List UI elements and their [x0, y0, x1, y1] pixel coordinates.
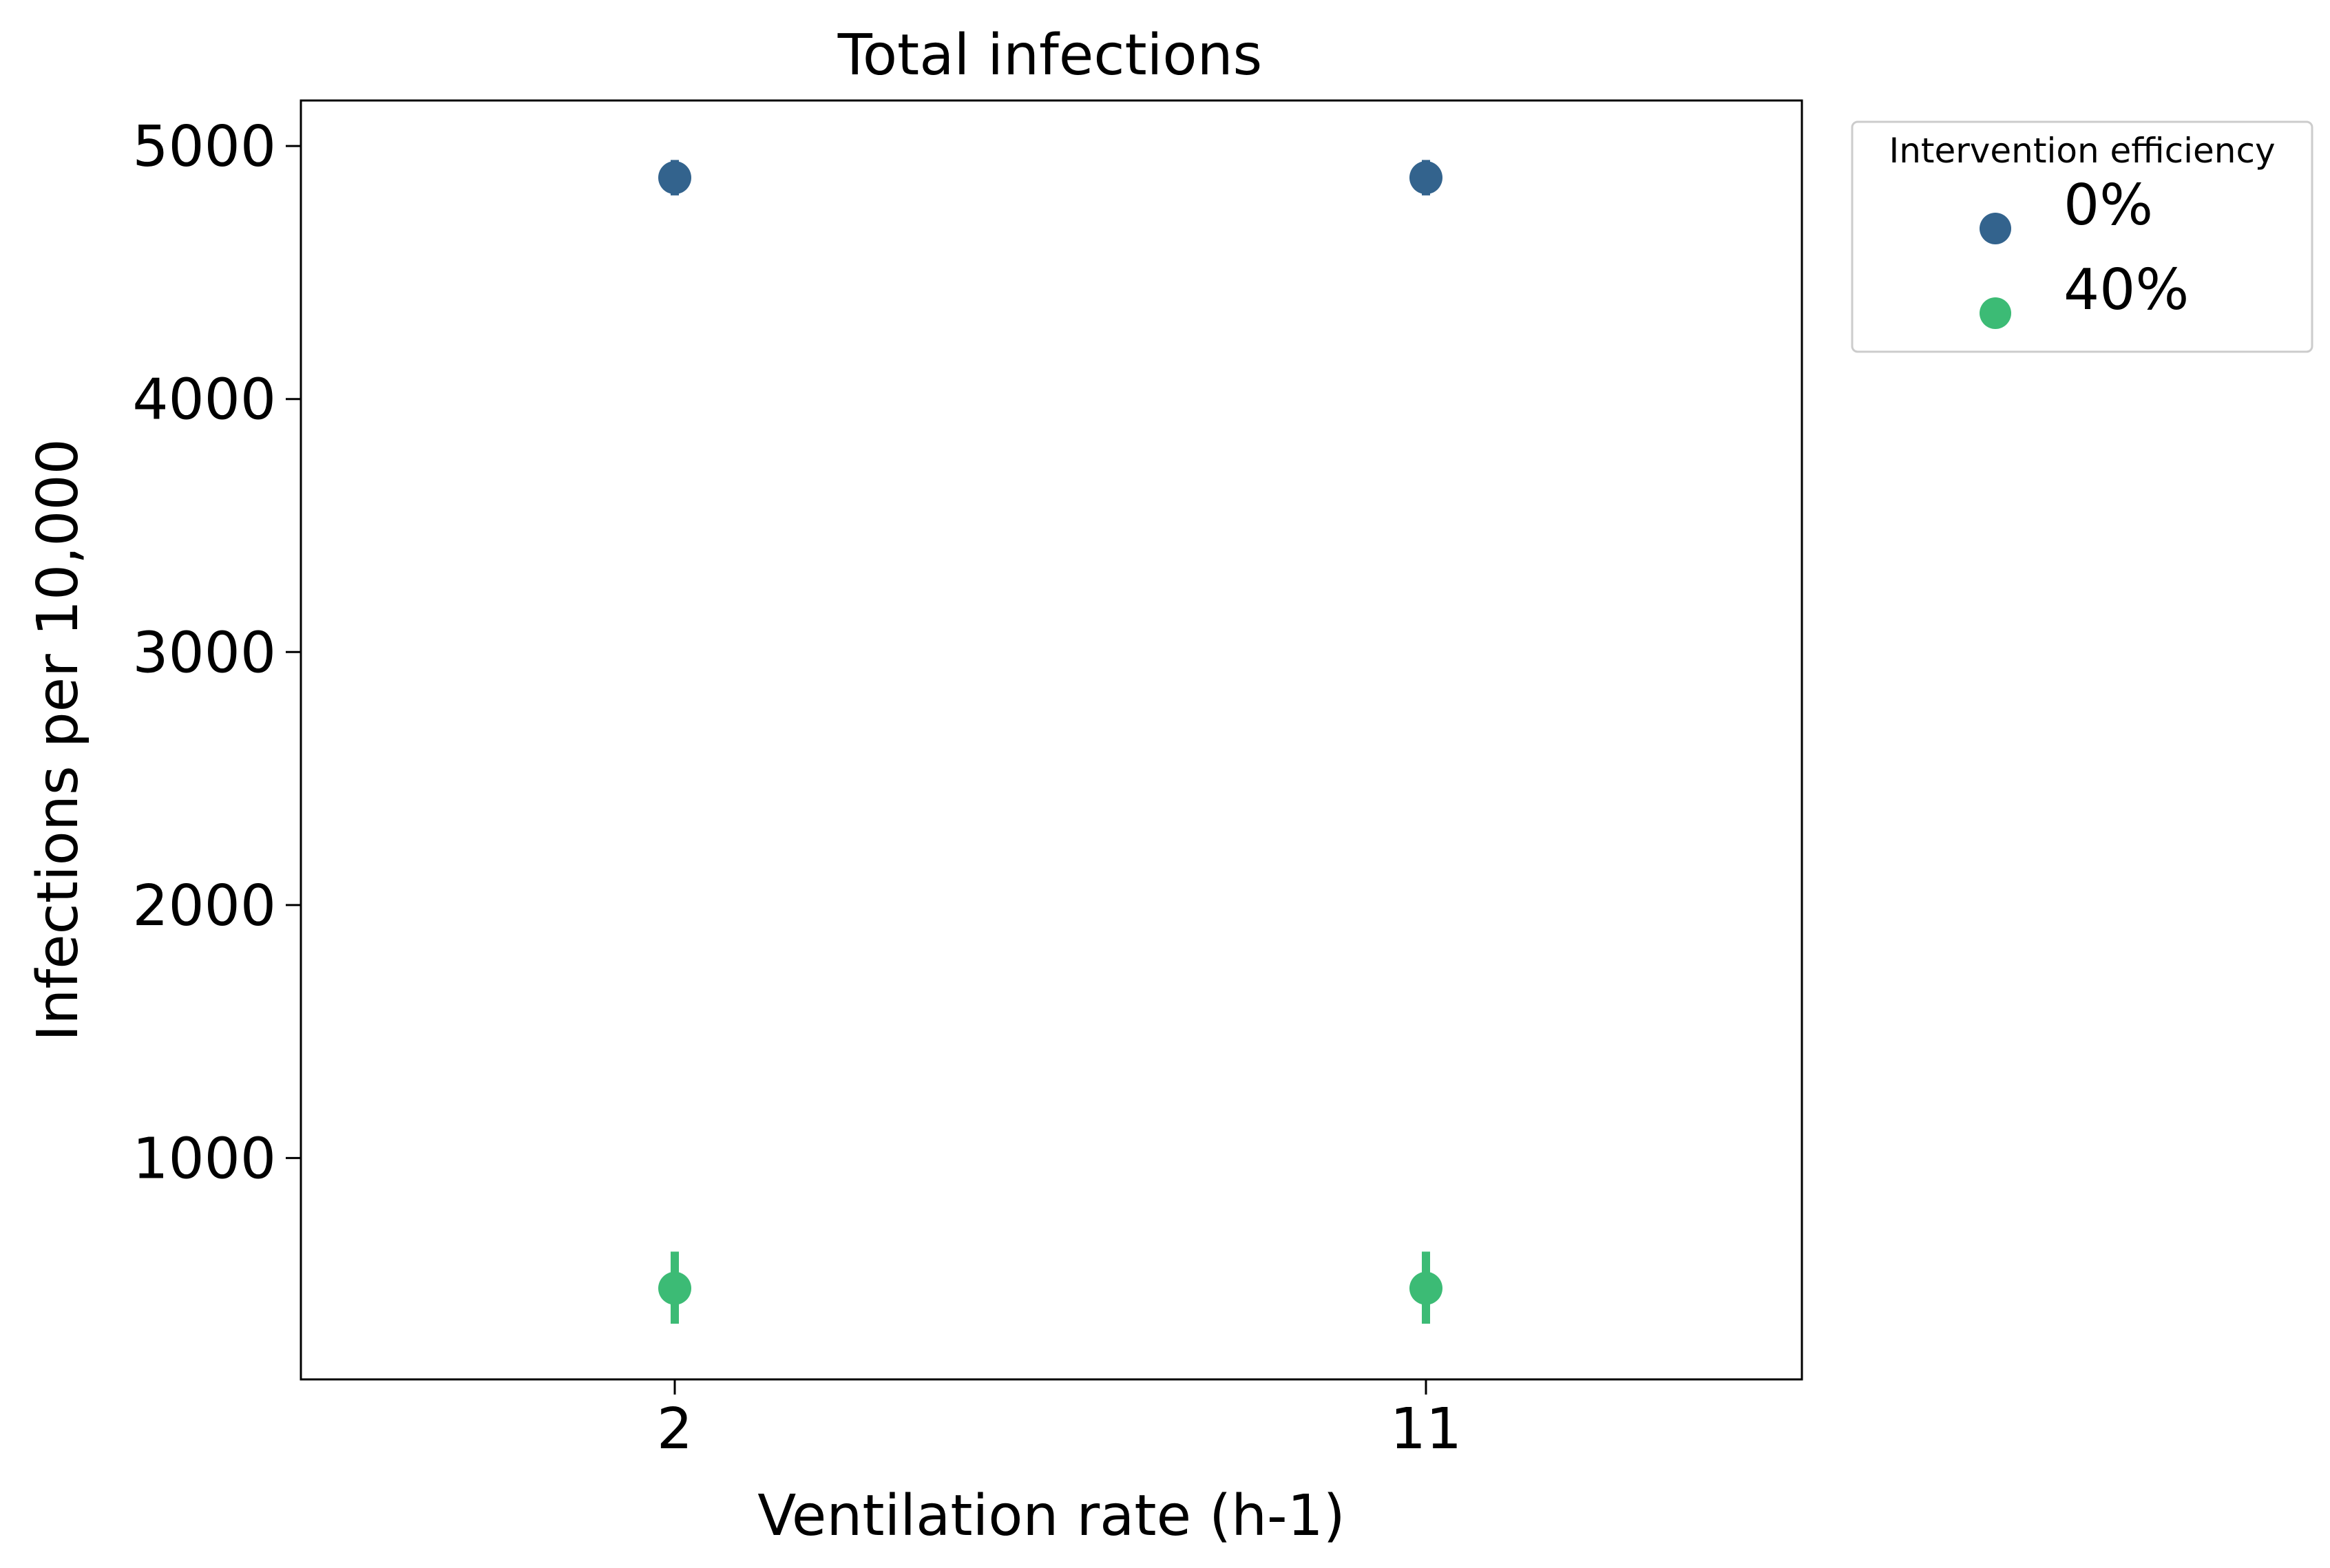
- y-tick-label: 1000: [132, 1126, 276, 1191]
- legend-label: 40%: [2064, 257, 2189, 323]
- data-point: [658, 161, 691, 195]
- y-tick-label: 4000: [132, 368, 276, 433]
- y-tick-label: 2000: [132, 873, 276, 939]
- legend: Intervention efficiency 0%40%: [1851, 120, 2313, 353]
- data-point: [1409, 1271, 1442, 1305]
- data-point: [658, 1271, 691, 1305]
- x-axis: 2 11: [657, 1379, 1462, 1462]
- x-axis-label: Ventilation rate (h-1): [757, 1483, 1345, 1549]
- y-axis: 1000 2000 3000 4000 5000: [132, 114, 301, 1191]
- chart-title: Total infections: [837, 23, 1263, 88]
- legend-label: 0%: [2064, 173, 2153, 238]
- plot-area-frame: [300, 99, 1803, 1381]
- y-tick-label: 3000: [132, 620, 276, 686]
- x-tick-label: 11: [1390, 1397, 1462, 1462]
- legend-marker: [1980, 297, 2011, 329]
- legend-items: 0%40%: [1980, 173, 2189, 329]
- legend-title: Intervention efficiency: [1889, 131, 2275, 171]
- data-marks: [658, 160, 1442, 1324]
- y-axis-label: Infections per 10,000: [25, 438, 91, 1041]
- y-tick-label: 5000: [132, 114, 276, 180]
- data-point: [1409, 161, 1442, 195]
- x-tick-label: 2: [657, 1397, 693, 1462]
- legend-marker: [1980, 213, 2011, 244]
- legend-frame: [1851, 120, 2313, 353]
